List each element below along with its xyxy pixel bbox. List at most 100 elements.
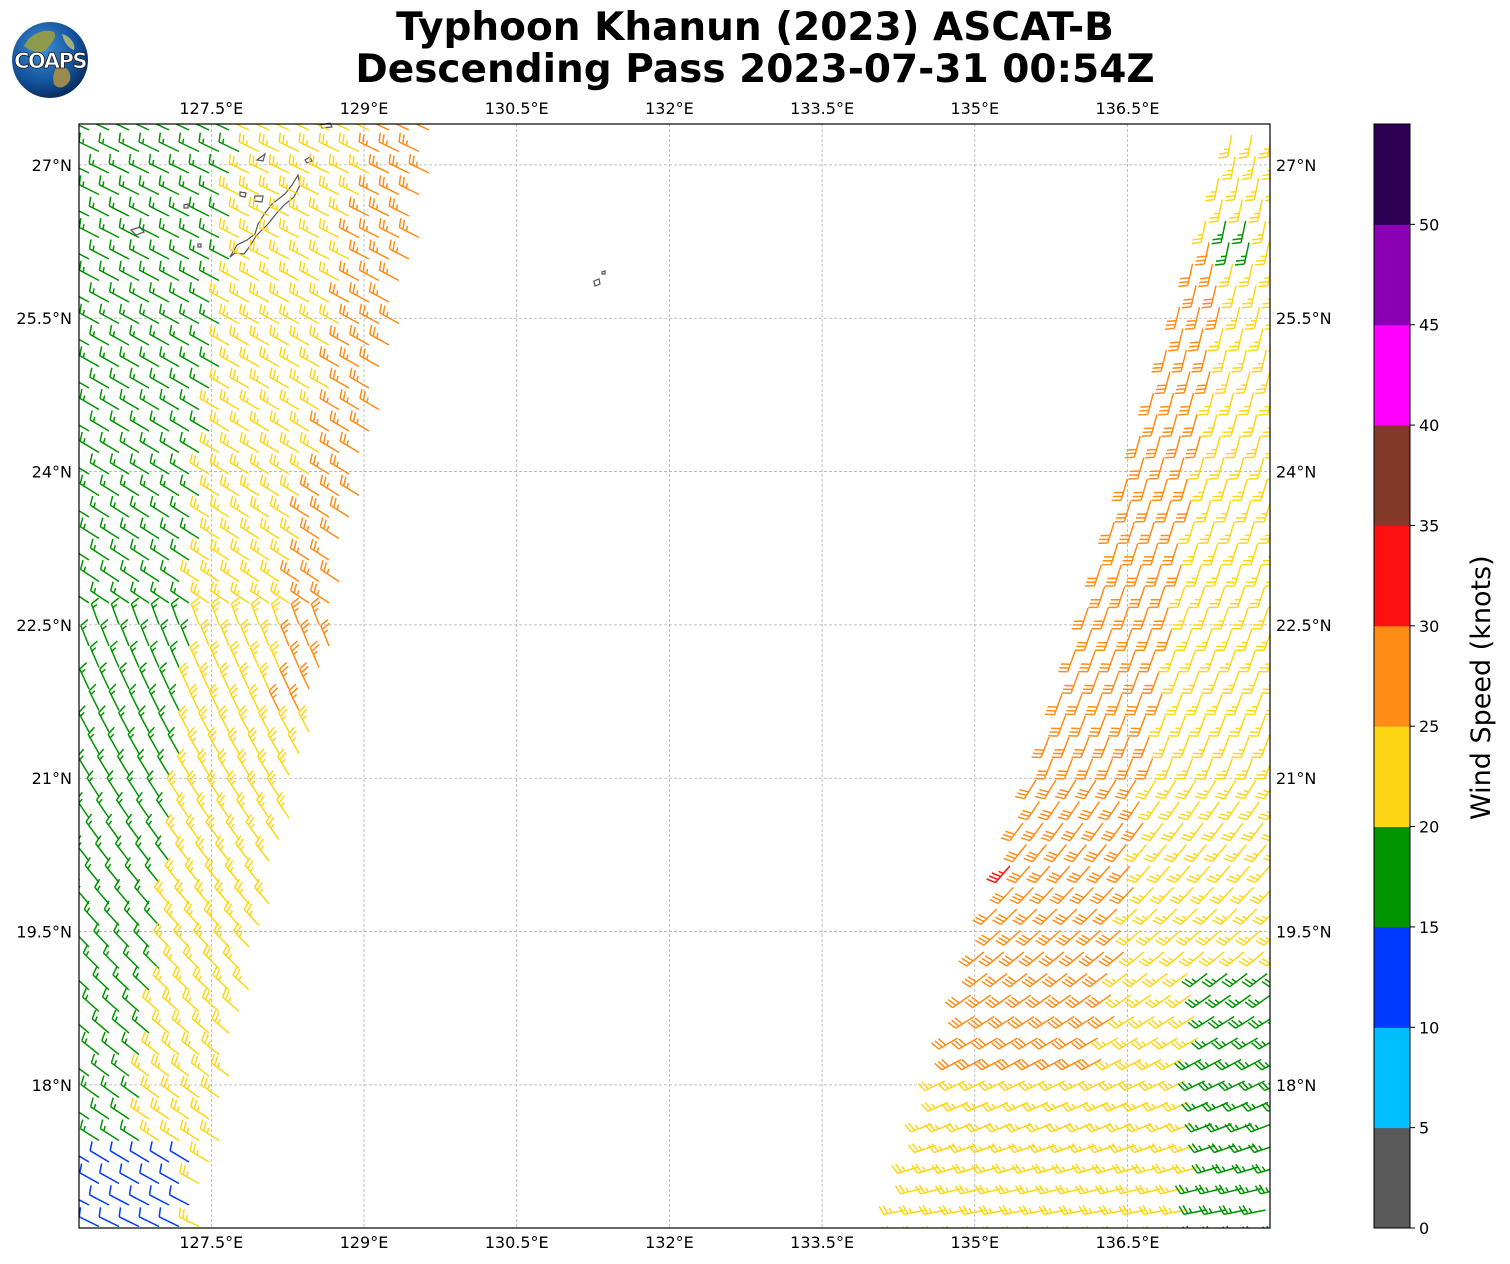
- wind-barb: [1214, 500, 1232, 523]
- wind-barb: [139, 560, 160, 583]
- wind-barb: [201, 987, 220, 1013]
- wind-barb: [1231, 1037, 1259, 1050]
- wind-barb: [1181, 414, 1198, 437]
- wind-barb: [1218, 1205, 1246, 1216]
- wind-barb: [1174, 371, 1191, 395]
- wind-barb: [79, 598, 80, 625]
- wind-barb: [109, 367, 130, 389]
- wind-barb: [225, 813, 240, 840]
- wind-barb: [994, 1058, 1022, 1071]
- wind-barb: [1002, 1225, 1009, 1228]
- wind-barb: [329, 367, 350, 389]
- wind-barb: [1144, 994, 1172, 1009]
- wind-barb: [334, 124, 350, 131]
- wind-barb: [319, 388, 340, 411]
- wind-barb: [138, 1207, 160, 1228]
- wind-barb: [119, 662, 130, 690]
- wind-barbs: [51, 124, 1270, 1228]
- wind-barb: [1222, 1225, 1229, 1228]
- wind-barb: [1047, 1015, 1075, 1029]
- wind-barb: [158, 1207, 180, 1228]
- wind-barb: [1107, 1015, 1135, 1029]
- wind-barb: [1238, 134, 1253, 159]
- wind-barb: [108, 683, 120, 711]
- colorbar-tick-label: 45: [1419, 316, 1439, 335]
- wind-barb: [1184, 693, 1203, 716]
- wind-barb: [1147, 1143, 1176, 1154]
- wind-barb: [135, 791, 150, 819]
- wind-barb: [1060, 822, 1084, 842]
- wind-barb: [168, 196, 190, 217]
- wind-barb: [133, 922, 150, 948]
- wind-barb: [1074, 1184, 1103, 1195]
- wind-barb: [378, 175, 400, 196]
- wind-barb: [149, 367, 170, 389]
- wind-barb: [1071, 1037, 1099, 1050]
- wind-barb: [194, 124, 210, 131]
- wind-barb: [259, 517, 280, 540]
- wind-barb: [122, 944, 140, 970]
- wind-barb: [109, 453, 130, 475]
- wind-barb: [189, 640, 200, 668]
- wind-barb: [228, 239, 250, 260]
- wind-barb: [228, 282, 250, 303]
- wind-barb: [159, 1119, 180, 1142]
- wind-barb: [359, 346, 380, 368]
- wind-barb: [141, 987, 160, 1013]
- wind-barb: [168, 239, 190, 260]
- wind-barb: [189, 495, 210, 518]
- wind-barb: [132, 965, 150, 991]
- wind-barb: [1202, 1225, 1209, 1228]
- wind-barb: [1254, 1184, 1270, 1195]
- wind-barb: [1021, 972, 1048, 988]
- wind-barb: [210, 1053, 230, 1077]
- wind-barb: [219, 388, 240, 411]
- wind-barb: [268, 239, 290, 260]
- wind-barb: [174, 124, 190, 131]
- lat-tick-label-left: 22.5°N: [16, 616, 72, 635]
- wind-barb: [229, 581, 250, 604]
- wind-barb: [1264, 581, 1270, 587]
- wind-barb: [1131, 1037, 1159, 1050]
- wind-barb: [1255, 936, 1270, 946]
- wind-barb: [119, 431, 140, 454]
- wind-barb: [927, 1143, 956, 1154]
- wind-barb: [1148, 586, 1166, 609]
- wind-barb: [951, 1037, 979, 1050]
- wind-barb: [1164, 1122, 1192, 1133]
- wind-barb: [1164, 435, 1182, 459]
- wind-barb: [1198, 392, 1215, 416]
- wind-barb: [1206, 865, 1231, 884]
- wind-barb: [154, 878, 170, 905]
- wind-barb: [1215, 779, 1237, 800]
- wind-barb: [1197, 1080, 1225, 1092]
- lon-tick-label-top: 130.5°E: [485, 99, 549, 118]
- lat-tick-label-right: 18°N: [1276, 1076, 1316, 1095]
- axis-ticks: 127.5°E 127.5°E 129°E 129°E 130.5°E 130.5°E 13…: [16, 99, 1331, 1252]
- wind-barb: [981, 1101, 1009, 1112]
- wind-barb: [1075, 929, 1101, 946]
- wind-barb: [105, 813, 120, 840]
- wind-barb: [218, 175, 240, 196]
- wind-barb: [954, 1184, 983, 1195]
- wind-barb: [1084, 994, 1112, 1009]
- wind-barb: [118, 217, 140, 239]
- wind-barb: [79, 132, 100, 153]
- wind-barb: [1241, 414, 1258, 437]
- wind-barb: [1238, 263, 1254, 288]
- wind-barb: [87, 726, 100, 754]
- wind-barb: [1184, 564, 1202, 587]
- wind-barb: [1214, 1184, 1243, 1195]
- wind-barb: [1061, 972, 1088, 988]
- wind-barb: [1111, 478, 1129, 502]
- wind-barb: [194, 835, 210, 862]
- wind-barb: [369, 324, 390, 346]
- wind-barb: [79, 1163, 100, 1185]
- wind-barb: [977, 1080, 1005, 1092]
- wind-barb: [1261, 1102, 1270, 1112]
- wind-barb: [89, 1097, 110, 1120]
- wind-barb: [89, 324, 110, 346]
- wind-barb: [51, 1054, 69, 1076]
- wind-barb: [128, 282, 150, 303]
- wind-barb: [246, 770, 260, 797]
